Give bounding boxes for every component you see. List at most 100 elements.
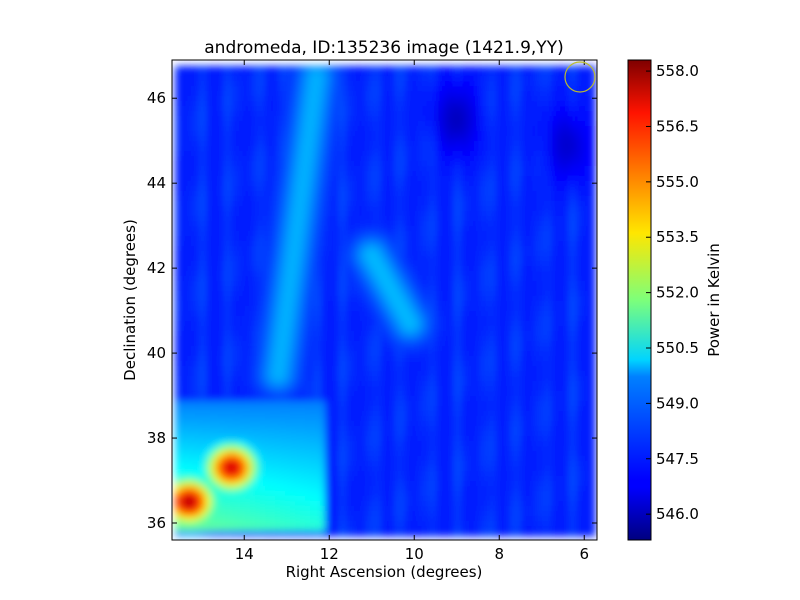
heatmap-cell — [445, 211, 451, 217]
heatmap-cell — [550, 221, 556, 227]
heatmap-cell — [235, 186, 241, 192]
heatmap-cell — [585, 321, 591, 327]
heatmap-cell — [230, 296, 236, 302]
heatmap-cell — [540, 176, 546, 182]
heatmap-cell — [375, 241, 381, 247]
heatmap-cell — [535, 341, 541, 347]
heatmap-cell — [560, 286, 566, 292]
heatmap-cell — [185, 131, 191, 137]
heatmap-cell — [570, 321, 576, 327]
heatmap-cell — [485, 141, 491, 147]
heatmap-cell — [455, 86, 461, 92]
heatmap-cell — [360, 151, 366, 157]
heatmap-cell — [270, 121, 276, 127]
heatmap-cell — [520, 251, 526, 257]
heatmap-cell — [375, 71, 381, 77]
heatmap-cell — [520, 291, 526, 297]
heatmap-cell — [210, 136, 216, 142]
heatmap-cell — [420, 76, 426, 82]
heatmap-cell — [420, 226, 426, 232]
heatmap-cell — [330, 201, 336, 207]
heatmap-cell — [530, 81, 536, 87]
heatmap-cell — [370, 196, 376, 202]
heatmap-cell — [445, 191, 451, 197]
heatmap-cell — [305, 301, 311, 307]
heatmap-cell — [590, 231, 596, 237]
heatmap-cell — [395, 281, 401, 287]
heatmap-cell — [585, 101, 591, 107]
heatmap-cell — [460, 241, 466, 247]
heatmap-cell — [230, 76, 236, 82]
heatmap-cell — [310, 211, 316, 217]
heatmap-cell — [175, 341, 181, 347]
heatmap-cell — [400, 241, 406, 247]
heatmap-cell — [305, 336, 311, 342]
heatmap-cell — [405, 76, 411, 82]
heatmap-cell — [510, 221, 516, 227]
heatmap-cell — [245, 191, 251, 197]
heatmap-cell — [295, 226, 301, 232]
heatmap-cell — [275, 121, 281, 127]
heatmap-cell — [255, 216, 261, 222]
heatmap-cell — [220, 106, 226, 112]
heatmap-cell — [570, 161, 576, 167]
heatmap-cell — [220, 131, 226, 137]
heatmap-cell — [465, 261, 471, 267]
heatmap-cell — [500, 166, 506, 172]
heatmap-cell — [330, 106, 336, 112]
heatmap-cell — [450, 206, 456, 212]
heatmap-cell — [505, 311, 511, 317]
heatmap-cell — [265, 136, 271, 142]
heatmap-cell — [320, 286, 326, 292]
heatmap-cell — [225, 181, 231, 187]
heatmap-cell — [525, 86, 531, 92]
heatmap-cell — [565, 246, 571, 252]
heatmap-cell — [415, 141, 421, 147]
heatmap-cell — [360, 361, 366, 367]
heatmap-cell — [530, 141, 536, 147]
heatmap-cell — [305, 216, 311, 222]
heatmap-cell — [280, 356, 286, 362]
heatmap-cell — [320, 261, 326, 267]
heatmap-cell — [475, 201, 481, 207]
heatmap-cell — [560, 106, 566, 112]
heatmap-cell — [440, 256, 446, 262]
heatmap-cell — [400, 136, 406, 142]
heatmap-cell — [285, 231, 291, 237]
heatmap-cell — [475, 341, 481, 347]
heatmap-cell — [560, 66, 566, 72]
heatmap-cell — [420, 136, 426, 142]
heatmap-cell — [460, 226, 466, 232]
heatmap-cell — [295, 281, 301, 287]
heatmap-cell — [470, 346, 476, 352]
heatmap-cell — [580, 216, 586, 222]
heatmap-cell — [340, 251, 346, 257]
heatmap-cell — [215, 346, 221, 352]
heatmap-cell — [495, 281, 501, 287]
heatmap-cell — [320, 201, 326, 207]
heatmap-cell — [475, 206, 481, 212]
heatmap-cell — [180, 191, 186, 197]
heatmap-cell — [305, 146, 311, 152]
heatmap-cell — [380, 301, 386, 307]
heatmap-cell — [505, 316, 511, 322]
heatmap-cell — [355, 91, 361, 97]
heatmap-cell — [400, 326, 406, 332]
heatmap-cell — [500, 251, 506, 257]
heatmap-cell — [350, 116, 356, 122]
heatmap-cell — [260, 341, 266, 347]
heatmap-cell — [385, 206, 391, 212]
heatmap-cell — [280, 151, 286, 157]
heatmap-cell — [435, 191, 441, 197]
heatmap-cell — [385, 286, 391, 292]
heatmap-cell — [570, 166, 576, 172]
heatmap-cell — [365, 141, 371, 147]
heatmap-cell — [550, 266, 556, 272]
heatmap-cell — [530, 116, 536, 122]
heatmap-cell — [450, 121, 456, 127]
heatmap-cell — [415, 261, 421, 267]
heatmap-cell — [370, 186, 376, 192]
heatmap-cell — [475, 336, 481, 342]
heatmap-cell — [425, 286, 431, 292]
heatmap-cell — [335, 196, 341, 202]
